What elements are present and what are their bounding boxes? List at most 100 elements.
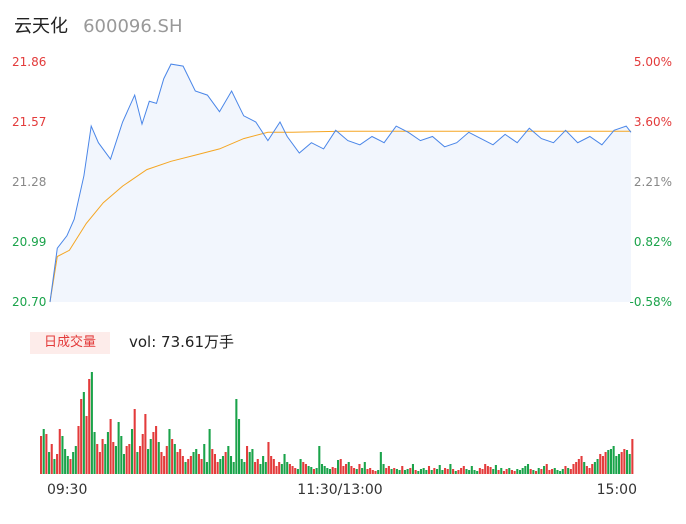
volume-bar xyxy=(334,468,337,474)
volume-bar xyxy=(216,462,219,474)
volume-bar xyxy=(556,470,559,474)
volume-bar xyxy=(457,470,460,474)
volume-bar xyxy=(256,459,259,474)
volume-bar xyxy=(625,450,629,474)
volume-bar xyxy=(436,469,439,474)
volume-bar xyxy=(267,442,270,474)
volume-bar xyxy=(259,464,262,474)
volume-bar xyxy=(221,456,225,474)
volume-bar xyxy=(98,452,101,474)
volume-bar xyxy=(120,436,123,474)
volume-bar xyxy=(516,469,519,474)
volume-bar xyxy=(411,464,414,474)
volume-bar xyxy=(406,469,409,474)
volume-bar xyxy=(620,452,623,474)
volume-tag: 日成交量 xyxy=(30,332,110,354)
volume-bar xyxy=(192,452,195,474)
volume-bar xyxy=(101,439,104,474)
volume-bar xyxy=(454,471,457,474)
stock-code: 600096.SH xyxy=(83,16,183,37)
volume-bar xyxy=(580,456,583,474)
volume-bar xyxy=(535,471,538,474)
volume-bar xyxy=(382,464,385,474)
volume-bar xyxy=(165,446,168,474)
volume-bar xyxy=(553,468,556,474)
volume-bar xyxy=(588,468,591,474)
volume-bar xyxy=(561,469,564,474)
time-tick-label: 15:00 xyxy=(597,482,637,498)
volume-bar xyxy=(42,429,45,474)
time-tick-label: 09:30 xyxy=(47,482,87,498)
volume-bar xyxy=(80,399,83,474)
volume-bar xyxy=(462,466,465,474)
volume-bar xyxy=(476,471,479,474)
volume-bar xyxy=(93,432,96,474)
volume-bar xyxy=(280,464,283,474)
volume-bar xyxy=(575,462,578,474)
volume-bar xyxy=(374,471,377,474)
volume-bar xyxy=(328,469,332,474)
time-tick-label: 11:30/13:00 xyxy=(297,482,382,498)
volume-bar xyxy=(64,449,67,474)
volume-bar xyxy=(304,464,307,474)
volume-bar xyxy=(77,426,80,474)
volume-bar xyxy=(470,466,473,474)
volume-bar xyxy=(337,460,340,474)
volume-bar xyxy=(152,432,155,474)
stock-header: 云天化 600096.SH xyxy=(14,12,183,40)
volume-bar xyxy=(601,456,604,474)
volume-bar xyxy=(361,468,364,474)
percent-axis-right: 5.00% 3.60% 2.21% 0.82% -0.58% xyxy=(630,55,672,309)
volume-bar xyxy=(497,470,500,474)
volume-bar xyxy=(149,439,152,474)
volume-bar xyxy=(181,456,184,474)
volume-bar xyxy=(122,454,126,474)
price-area-fill xyxy=(50,64,631,302)
volume-bar xyxy=(125,446,128,474)
volume-bar xyxy=(569,469,572,474)
volume-bar xyxy=(572,464,575,474)
volume-bar xyxy=(567,468,570,474)
volume-bar xyxy=(604,452,607,474)
volume-bar xyxy=(524,466,527,474)
volume-bar xyxy=(160,452,163,474)
volume-bar xyxy=(326,468,329,474)
volume-bar xyxy=(58,429,61,474)
price-tick-label: 21.28 xyxy=(12,175,46,189)
volume-bar xyxy=(61,436,64,474)
volume-bar xyxy=(296,469,299,474)
volume-bar xyxy=(371,470,374,474)
volume-bar xyxy=(502,471,505,474)
volume-bar xyxy=(288,464,291,474)
price-line xyxy=(49,63,632,303)
volume-bar xyxy=(500,468,503,474)
volume-bar xyxy=(270,456,273,474)
volume-bar xyxy=(179,449,182,474)
volume-bar xyxy=(449,464,452,474)
volume-bar xyxy=(323,466,326,474)
volume-bar xyxy=(478,468,481,474)
volume-bar xyxy=(377,470,380,474)
volume-bar xyxy=(254,462,257,474)
volume-bar xyxy=(422,468,425,474)
volume-bar xyxy=(227,446,230,474)
volume-bar xyxy=(492,469,495,474)
volume-bar xyxy=(494,465,497,474)
volume-bar xyxy=(529,469,532,474)
volume-bar xyxy=(147,449,150,474)
volume-bar xyxy=(395,469,398,474)
volume-bar xyxy=(109,419,112,474)
volume-bar xyxy=(607,450,610,474)
volume-bar xyxy=(409,468,412,474)
volume-bar xyxy=(532,470,535,474)
volume-bar xyxy=(612,446,615,474)
volume-bar xyxy=(585,466,588,474)
volume-bar xyxy=(631,439,634,474)
volume-bar xyxy=(452,469,455,474)
volume-bar xyxy=(591,464,594,474)
volume-bar xyxy=(543,466,546,474)
percent-tick-label: 3.60% xyxy=(634,115,672,129)
volume-bar xyxy=(350,466,353,474)
volume-bar xyxy=(114,446,117,474)
volume-bar xyxy=(184,462,187,474)
